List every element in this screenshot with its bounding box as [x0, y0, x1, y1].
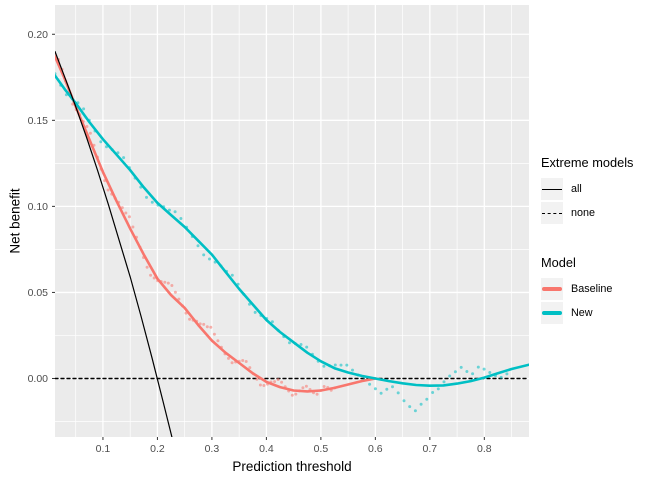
x-tick-label: 0.5	[314, 443, 329, 455]
y-tick-label: 0.05	[28, 287, 49, 299]
axis-ticks: 0.00 0.05 0.10 0.15 0.20 0.1 0.2 0.3 0.4 0.5 0.6 0.…	[28, 29, 492, 455]
y-tick-label: 0.10	[28, 201, 49, 213]
baseline-color-sample-icon	[542, 287, 562, 291]
x-tick-label: 0.1	[96, 443, 111, 455]
x-tick-label: 0.4	[259, 443, 274, 455]
legend-label-new: New	[571, 307, 593, 319]
legend-key-none	[541, 202, 563, 224]
x-tick-label: 0.6	[368, 443, 383, 455]
y-tick-label: 0.20	[28, 29, 49, 41]
solid-line-sample-icon	[542, 188, 562, 190]
legend-item-none: none	[541, 201, 672, 225]
legend-key-new	[541, 302, 563, 324]
legend-title-model: Model	[541, 255, 576, 270]
legend-group-model: Model Baseline New	[541, 255, 672, 325]
y-tick-label: 0.00	[28, 373, 49, 385]
series-line-all	[55, 50, 173, 437]
legend-title-extreme-models: Extreme models	[541, 155, 634, 170]
legend-key-baseline	[541, 278, 563, 300]
x-tick-label: 0.2	[150, 443, 165, 455]
legend-item-new: New	[541, 301, 672, 325]
x-tick-label: 0.8	[477, 443, 492, 455]
legend-label-all: all	[571, 183, 582, 195]
legend-item-baseline: Baseline	[541, 277, 672, 301]
legend: Extreme models all none Model Baselin	[541, 0, 672, 480]
legend-key-all	[541, 178, 563, 200]
x-tick-label: 0.7	[423, 443, 438, 455]
legend-label-baseline: Baseline	[571, 283, 613, 295]
legend-group-extreme-models: Extreme models all none	[541, 155, 672, 225]
y-axis-title: Net benefit	[7, 188, 23, 254]
x-axis-title: Prediction threshold	[232, 459, 352, 474]
x-tick-label: 0.3	[205, 443, 220, 455]
legend-item-all: all	[541, 177, 672, 201]
series-line-Baseline	[55, 55, 377, 393]
y-tick-label: 0.15	[28, 115, 49, 127]
dashed-line-sample-icon	[542, 212, 562, 214]
new-color-sample-icon	[542, 311, 562, 315]
legend-label-none: none	[571, 207, 596, 219]
series-line-New	[55, 74, 529, 387]
